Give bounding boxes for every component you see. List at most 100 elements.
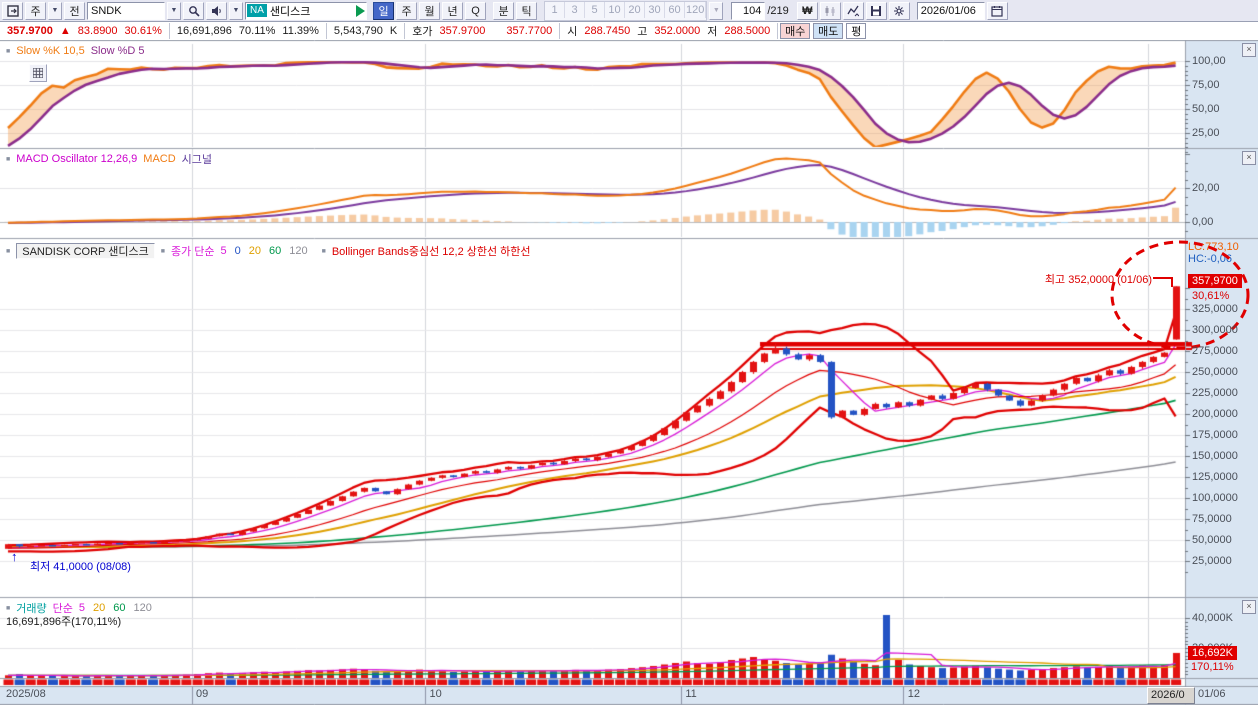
- volume-panel-close-icon[interactable]: ×: [1242, 600, 1256, 614]
- week-mode-dropdown-icon[interactable]: ▼: [48, 1, 62, 20]
- week-mode-button[interactable]: 주: [25, 1, 46, 20]
- macd-legend: ■ MACD Oscillator 12,26,9 MACD 시그널: [6, 151, 212, 167]
- axis-tick-label: 325,0000: [1192, 303, 1238, 315]
- interval-button-10[interactable]: 10: [605, 1, 625, 18]
- sell-button[interactable]: 매도: [813, 23, 844, 39]
- speaker-dropdown-icon[interactable]: ▼: [229, 1, 243, 20]
- grid-settings-button[interactable]: [29, 64, 47, 82]
- macd-panel-close-icon[interactable]: ×: [1242, 151, 1256, 165]
- calendar-icon[interactable]: [986, 1, 1008, 20]
- date-axis-corner-label: 01/06: [1198, 688, 1226, 700]
- interval-button-5[interactable]: 5: [585, 1, 605, 18]
- date-axis-label: 12: [907, 688, 920, 700]
- buy-button[interactable]: 매수: [780, 23, 811, 39]
- axis-tick-label: 50,0000: [1192, 534, 1232, 546]
- symbol-name-label: 샌디스크: [269, 5, 311, 18]
- legend-bullet-icon: ■: [160, 247, 165, 255]
- bar-total-label: /219: [767, 4, 789, 17]
- period-button-분[interactable]: 분: [493, 1, 514, 20]
- legend-bullet-icon: ■: [6, 604, 11, 612]
- interval-button-3[interactable]: 3: [565, 1, 585, 18]
- volume-legend: ■ 거래량 단순 5 20 60 120: [6, 600, 160, 616]
- change-arrow-icon: ▲: [59, 25, 71, 37]
- price-ma-period-list: 5 0 20 60 120: [220, 245, 315, 257]
- interval-dropdown-icon[interactable]: ▼: [709, 1, 724, 20]
- interval-button-20[interactable]: 20: [625, 1, 645, 18]
- date-axis-label: 2025/08: [6, 688, 46, 700]
- price-info-bar: 357.9700 ▲ 83.8900 30.61% 16,691,896 70.…: [0, 22, 1258, 40]
- change-value: 83.8900: [77, 25, 118, 37]
- axis-tick-label: 225,0000: [1192, 387, 1238, 399]
- symbol-name-field[interactable]: NA 샌디스크: [245, 1, 367, 20]
- interval-button-1[interactable]: 1: [545, 1, 565, 18]
- axis-tick-label: 25,00: [1192, 127, 1220, 139]
- axis-tick-label: 75,00: [1192, 79, 1220, 91]
- flag-triangle-icon: [356, 4, 365, 17]
- candle-style-icon[interactable]: [819, 1, 841, 20]
- high-label: 고: [637, 26, 648, 38]
- avg-button[interactable]: 평: [846, 23, 867, 39]
- panel-toggle-icon[interactable]: [2, 1, 23, 20]
- axis-tick-label: 50,00: [1192, 103, 1220, 115]
- symbol-dropdown-icon[interactable]: ▼: [167, 1, 181, 20]
- currency-won-button[interactable]: ₩: [796, 1, 818, 20]
- trade-value-unit: K: [389, 25, 398, 37]
- ma-period-label: 5: [220, 245, 227, 257]
- price-chart-canvas[interactable]: [0, 40, 1258, 705]
- save-icon[interactable]: [865, 1, 887, 20]
- symbol-input[interactable]: SNDK: [87, 1, 165, 20]
- axis-tick-label: 300,0000: [1192, 324, 1238, 336]
- period-button-년[interactable]: 년: [442, 1, 463, 20]
- main-chart-legend: ■ SANDISK CORP 샌디스크 ■ 종가 단순 5 0 20 60 120 ■ …: [6, 243, 531, 259]
- period-button-틱[interactable]: 틱: [516, 1, 537, 20]
- prev-symbol-button[interactable]: 전: [64, 1, 85, 20]
- legend-bullet-icon: ■: [321, 247, 326, 255]
- low-label: 저: [707, 26, 718, 38]
- last-price: 357.9700: [7, 25, 53, 37]
- volume-ma-label: 단순: [52, 603, 73, 615]
- date-input[interactable]: 2026/01/06: [916, 1, 985, 20]
- bid-price: 357.7700: [506, 25, 553, 37]
- axis-tick-label: 40,000K: [1192, 612, 1233, 624]
- axis-tick-label: 250,0000: [1192, 366, 1238, 378]
- period-button-Q[interactable]: Q: [465, 1, 486, 20]
- axis-tick-label: 0,00: [1192, 216, 1214, 228]
- low-price-annotation: 최저 41,0000 (08/08): [30, 561, 131, 573]
- close-ma-label: 종가 단순: [170, 246, 215, 258]
- gear-icon[interactable]: [888, 1, 910, 20]
- current-change-percent: 30,61%: [1192, 290, 1230, 302]
- high-price: 352.0000: [654, 25, 701, 37]
- interval-button-120[interactable]: 120: [686, 1, 707, 18]
- line-style-icon[interactable]: [842, 1, 864, 20]
- turnover-percent: 70.11%: [238, 25, 276, 37]
- quote-label: 호가: [412, 26, 433, 38]
- current-volume-badge: 16,692K: [1188, 646, 1237, 660]
- ma-period-label: 60: [268, 245, 282, 257]
- axis-tick-label: 175,0000: [1192, 429, 1238, 441]
- date-axis-label: 10: [429, 688, 442, 700]
- ask-price: 357.9700: [439, 25, 486, 37]
- stoch-panel-close-icon[interactable]: ×: [1242, 43, 1256, 57]
- slow-d-label: Slow %D 5: [90, 45, 145, 57]
- slow-k-label: Slow %K 10,5: [16, 45, 85, 57]
- current-volume-percent: 170,11%: [1191, 661, 1234, 673]
- legend-bullet-icon: ■: [6, 155, 11, 163]
- axis-tick-label: 200,0000: [1192, 408, 1238, 420]
- search-icon[interactable]: [183, 1, 204, 20]
- period-button-주[interactable]: 주: [396, 1, 417, 20]
- axis-tick-label: 100,0000: [1192, 492, 1238, 504]
- period-button-월[interactable]: 월: [419, 1, 440, 20]
- low-arrow-icon: ↑: [11, 549, 18, 564]
- ma-period-label: 5: [78, 602, 85, 614]
- date-axis-label: 11: [685, 688, 697, 700]
- current-month-box[interactable]: 2026/0: [1147, 687, 1195, 704]
- interval-button-60[interactable]: 60: [665, 1, 685, 18]
- speaker-icon[interactable]: [206, 1, 227, 20]
- open-price: 288.7450: [584, 25, 631, 37]
- interval-button-30[interactable]: 30: [645, 1, 665, 18]
- period-button-일[interactable]: 일: [373, 1, 394, 20]
- bar-count-input[interactable]: 104: [731, 1, 766, 20]
- bollinger-label: Bollinger Bands중심선 12,2 상한선 하한선: [331, 246, 531, 258]
